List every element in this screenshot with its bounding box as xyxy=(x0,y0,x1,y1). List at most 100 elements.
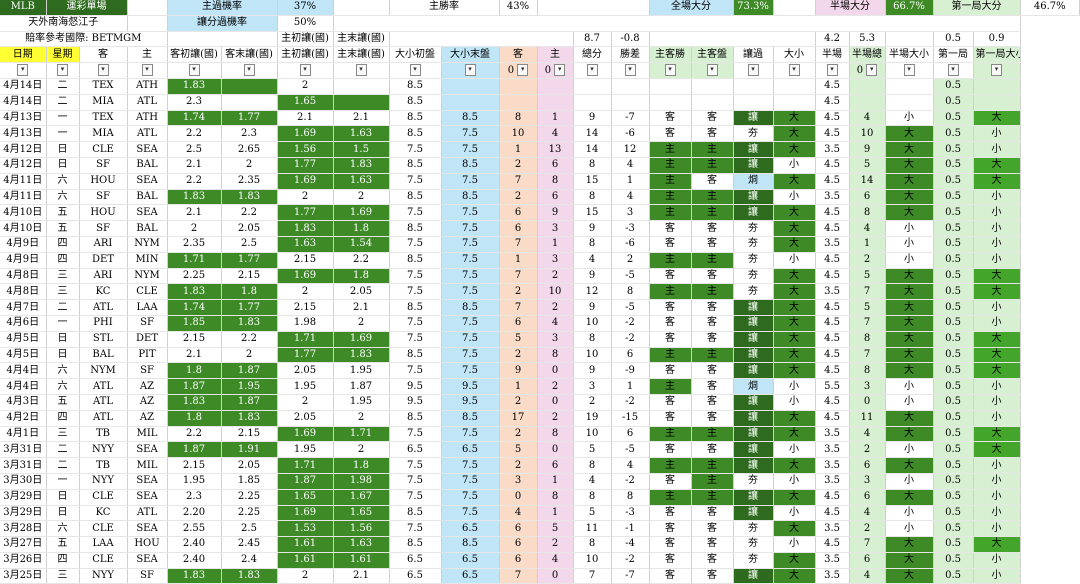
home-score-cell[interactable]: 8 xyxy=(537,173,574,190)
away-init-cell[interactable]: 1.8 xyxy=(167,362,222,380)
ou-init-cell[interactable]: 8.5 xyxy=(389,252,442,269)
cover-cell[interactable]: 烔 xyxy=(733,173,774,190)
pick-cell[interactable]: 客 xyxy=(691,315,734,332)
home-end-cell[interactable]: 1.63 xyxy=(333,173,390,190)
first-inning-cell[interactable]: 0.5 xyxy=(933,378,974,395)
home-score-cell[interactable]: 0 xyxy=(537,568,574,584)
home-end-cell[interactable]: 1.54 xyxy=(333,236,390,253)
home-cell[interactable]: AZ xyxy=(127,394,168,411)
ou-end-cell[interactable]: 7.5 xyxy=(441,505,500,522)
cover-cell[interactable]: 讓 xyxy=(733,157,774,174)
diff-cell[interactable]: 4 xyxy=(611,189,650,206)
cover-cell[interactable]: 夯 xyxy=(733,283,774,301)
weekday-cell[interactable]: 四 xyxy=(46,410,80,427)
big-small-cell[interactable] xyxy=(773,94,816,111)
half-total-cell[interactable] xyxy=(849,94,886,111)
total-cell[interactable]: 5 xyxy=(573,505,612,522)
col-header[interactable]: 半場總 xyxy=(849,46,886,64)
away-end-cell[interactable]: 2.05 xyxy=(221,457,278,474)
big-small-cell[interactable]: 小 xyxy=(773,441,816,459)
home-init-cell[interactable]: 1.69 xyxy=(277,426,334,443)
home-init-cell[interactable]: 2.15 xyxy=(277,252,334,269)
total-cell[interactable]: 8 xyxy=(573,536,612,553)
home-score-cell[interactable]: 1 xyxy=(537,505,574,522)
half-total-cell[interactable]: 4 xyxy=(849,220,886,237)
home-pass-label[interactable]: 主過機率 xyxy=(167,0,278,16)
half-line-cell[interactable]: 3.5 xyxy=(815,426,850,443)
first-big-small-cell[interactable]: 小 xyxy=(973,505,1021,522)
weekday-cell[interactable]: 六 xyxy=(46,378,80,395)
away-score-cell[interactable]: 7 xyxy=(499,568,538,584)
winner-cell[interactable] xyxy=(649,78,692,95)
big-small-cell[interactable]: 大 xyxy=(773,410,816,427)
filter-dropdown-icon[interactable]: ▾ xyxy=(243,64,255,77)
winner-cell[interactable]: 主 xyxy=(649,489,692,506)
weekday-cell[interactable]: 二 xyxy=(46,94,80,111)
away-score-cell[interactable]: 7 xyxy=(499,236,538,253)
half-big-small-cell[interactable]: 小 xyxy=(885,236,934,253)
home-score-cell[interactable]: 3 xyxy=(537,331,574,348)
home-end-cell[interactable]: 1.63 xyxy=(333,125,390,143)
ou-end-cell[interactable]: 9.5 xyxy=(441,378,500,395)
first-inning-cell[interactable]: 0.5 xyxy=(933,94,974,111)
cover-cell[interactable]: 讓 xyxy=(733,347,774,364)
home-score-cell[interactable]: 3 xyxy=(537,252,574,269)
diff-cell[interactable]: 12 xyxy=(611,141,650,158)
date-cell[interactable]: 4月9日 xyxy=(0,252,47,269)
total-cell[interactable]: 3 xyxy=(573,378,612,395)
half-line-cell[interactable]: 4.5 xyxy=(815,268,850,285)
away-init-cell[interactable]: 2.3 xyxy=(167,94,222,111)
home-end-cell[interactable]: 1.5 xyxy=(333,141,390,158)
away-init-cell[interactable]: 1.83 xyxy=(167,394,222,411)
filter-dropdown-icon[interactable]: ▾ xyxy=(188,64,200,77)
avg-diff-cell[interactable]: -0.8 xyxy=(611,31,650,48)
pick-cell[interactable]: 客 xyxy=(691,173,734,190)
big-small-cell[interactable]: 大 xyxy=(773,331,816,348)
winner-cell[interactable]: 主 xyxy=(649,173,692,190)
half-line-cell[interactable]: 4.5 xyxy=(815,362,850,380)
total-cell[interactable]: 8 xyxy=(573,189,612,206)
pick-cell[interactable]: 主 xyxy=(691,473,734,490)
col-header[interactable]: 第一局大小 xyxy=(973,46,1021,64)
weekday-cell[interactable]: 日 xyxy=(46,505,80,522)
big-small-cell[interactable]: 大 xyxy=(773,315,816,332)
home-init-cell[interactable]: 2.05 xyxy=(277,410,334,427)
home-score-cell[interactable]: 6 xyxy=(537,457,574,474)
diff-cell[interactable]: -6 xyxy=(611,125,650,143)
col-header[interactable]: 半場大小 xyxy=(885,46,934,64)
half-total-cell[interactable]: 10 xyxy=(849,125,886,143)
half-total-cell[interactable]: 4 xyxy=(849,110,886,127)
winner-cell[interactable]: 客 xyxy=(649,299,692,316)
pick-cell[interactable]: 主 xyxy=(691,457,734,474)
big-small-cell[interactable]: 大 xyxy=(773,220,816,237)
home-win-label[interactable]: 主勝率 xyxy=(389,0,500,16)
cover-cell[interactable]: 讓 xyxy=(733,141,774,158)
date-cell[interactable]: 4月1日 xyxy=(0,426,47,443)
filter-cell[interactable]: ▾ xyxy=(441,62,500,79)
big-small-cell[interactable]: 大 xyxy=(773,268,816,285)
pick-cell[interactable]: 客 xyxy=(691,236,734,253)
cover-cell[interactable]: 夯 xyxy=(733,520,774,538)
diff-cell[interactable]: -2 xyxy=(611,315,650,332)
winner-cell[interactable]: 客 xyxy=(649,268,692,285)
avg-first-b-cell[interactable]: 0.9 xyxy=(973,31,1021,48)
home-end-cell[interactable]: 1.69 xyxy=(333,204,390,222)
away-score-cell[interactable]: 2 xyxy=(499,283,538,301)
half-total-cell[interactable]: 8 xyxy=(849,204,886,222)
away-cell[interactable]: TB xyxy=(79,426,128,443)
half-big-small-cell[interactable]: 大 xyxy=(885,362,934,380)
ou-init-cell[interactable]: 7.5 xyxy=(389,473,442,490)
filter-dropdown-icon[interactable]: ▾ xyxy=(97,64,109,77)
filter-cell[interactable]: ▾ xyxy=(885,62,934,79)
half-total-cell[interactable]: 5 xyxy=(849,157,886,174)
date-cell[interactable]: 4月14日 xyxy=(0,94,47,111)
half-total-cell[interactable]: 7 xyxy=(849,347,886,364)
home-cell[interactable]: ATL xyxy=(127,94,168,111)
half-line-cell[interactable]: 3.5 xyxy=(815,441,850,459)
half-big-value[interactable]: 66.7% xyxy=(885,0,934,16)
home-cell[interactable]: HOU xyxy=(127,536,168,553)
away-cell[interactable]: ATL xyxy=(79,299,128,316)
half-total-cell[interactable]: 1 xyxy=(849,236,886,253)
total-cell[interactable]: 8 xyxy=(573,489,612,506)
away-score-cell[interactable]: 8 xyxy=(499,110,538,127)
